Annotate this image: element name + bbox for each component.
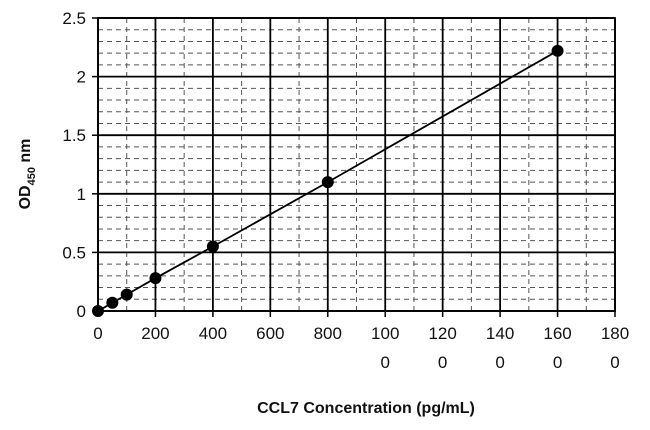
data-point <box>149 272 162 285</box>
y-tick-label: 2 <box>77 68 86 87</box>
x-tick-label: 100 0 <box>371 324 399 372</box>
y-tick-label: 1.5 <box>62 126 86 145</box>
x-tick-label: 140 0 <box>486 324 514 372</box>
x-tick-label: 200 <box>141 324 169 343</box>
y-axis-title: OD450 nm <box>17 139 38 210</box>
data-point <box>321 176 334 189</box>
x-tick-label: 600 <box>256 324 284 343</box>
data-point <box>120 288 133 301</box>
y-tick-label: 0 <box>77 302 86 321</box>
y-axis-title-main: OD <box>17 185 34 209</box>
y-axis-title-subscript: 450 <box>26 167 38 185</box>
y-tick-label: 0.5 <box>62 243 86 262</box>
x-tick-label: 180 0 <box>601 324 629 372</box>
series <box>92 44 564 317</box>
x-tick-label: 160 0 <box>543 324 571 372</box>
data-point <box>206 240 219 253</box>
x-axis-title: CCL7 Concentration (pg/mL) <box>257 400 475 417</box>
plot-frame <box>97 17 616 312</box>
x-tick-label: 0 <box>93 324 102 343</box>
x-tick-label: 400 <box>199 324 227 343</box>
x-tick-label: 800 <box>314 324 342 343</box>
tick-labels: 0 200 400 600 800 100 0 120 0 140 0 160 0 180 0 0 0.5 1 1.… <box>62 9 629 372</box>
data-point <box>551 44 564 57</box>
data-point <box>106 296 119 309</box>
y-axis-title-unit: nm <box>17 139 34 167</box>
y-tick-label: 2.5 <box>62 9 86 28</box>
y-tick-label: 1 <box>77 185 86 204</box>
data-point <box>92 305 104 317</box>
x-tick-label: 120 0 <box>428 324 456 372</box>
